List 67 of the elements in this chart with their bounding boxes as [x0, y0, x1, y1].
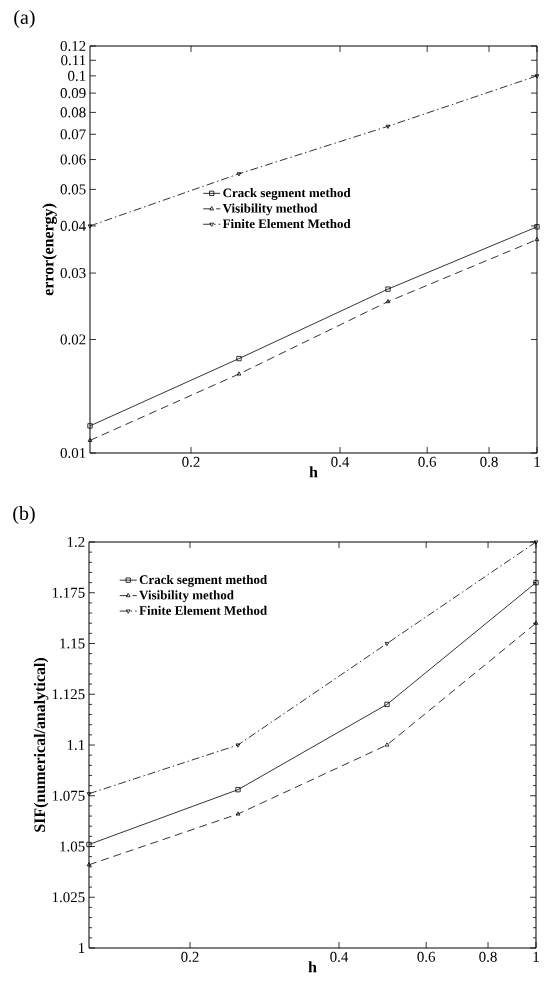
- point: [534, 224, 540, 230]
- point: [87, 224, 93, 229]
- point: [384, 701, 390, 707]
- point: [534, 237, 540, 242]
- point: [235, 787, 241, 793]
- y-tick-label: 0.12: [60, 40, 86, 52]
- point: [533, 580, 539, 586]
- point: [385, 299, 391, 304]
- y-tick-label: 0.09: [60, 88, 86, 99]
- y-tick-label: 1.175: [52, 587, 85, 598]
- x-tick-label: 0.2: [181, 951, 199, 962]
- y-tick-label: 1.2: [67, 536, 85, 548]
- point: [236, 355, 242, 362]
- x-tick-label: 0.2: [182, 456, 200, 467]
- y-tick-label: 1.075: [52, 790, 85, 801]
- legend-label: Visibility method: [222, 203, 318, 216]
- x-tick-label: 0.8: [480, 456, 498, 467]
- legend-label: Crack segment method: [223, 188, 351, 200]
- y-tick-label: 1.05: [60, 841, 85, 852]
- y-tick-label: 0.06: [60, 154, 86, 165]
- x-tick-label: 0.6: [417, 951, 436, 962]
- point: [86, 862, 92, 867]
- y-tick-label: 0.11: [61, 55, 86, 66]
- x-tick-label: 0.4: [330, 951, 349, 962]
- y-tick-label: 1: [79, 943, 85, 953]
- x-axis-title: h: [309, 466, 318, 478]
- x-tick-label: 0.4: [331, 456, 350, 467]
- y-tick-label: 0.04: [60, 220, 86, 232]
- y-tick-label: 0.03: [60, 267, 86, 279]
- x-tick-label: 0.6: [418, 456, 437, 467]
- point: [235, 743, 241, 748]
- point: [87, 423, 93, 429]
- point: [86, 841, 92, 848]
- point: [534, 74, 540, 79]
- y-tick-label: 0.07: [60, 129, 86, 140]
- point: [385, 286, 391, 292]
- x-tick-label: 1: [533, 951, 539, 962]
- chart-title: (b): [13, 506, 35, 525]
- y-axis-title: SIF(numerical/analytical): [33, 658, 49, 832]
- y-tick-label: 0.1: [68, 70, 86, 81]
- point: [235, 811, 241, 816]
- point: [87, 437, 93, 442]
- legend-label: Finite Element Method: [222, 219, 351, 229]
- legend-label: Visibility method: [139, 590, 234, 603]
- point: [236, 172, 242, 177]
- y-tick-label: 1.15: [60, 638, 85, 649]
- y-tick-label: 1.125: [52, 689, 85, 700]
- x-axis-title: h: [308, 961, 317, 973]
- legend-label: Crack segment method: [139, 574, 267, 587]
- y-tick-label: 0.02: [60, 334, 86, 345]
- y-tick-label: 0.01: [60, 447, 86, 459]
- point: [86, 792, 92, 797]
- y-tick-label: 0.05: [60, 184, 86, 195]
- y-axis-title: error(energy): [42, 203, 57, 296]
- x-tick-label: 1: [534, 456, 540, 467]
- point: [236, 371, 242, 376]
- legend-label: Finite Element Method: [139, 605, 268, 615]
- point: [533, 540, 539, 545]
- y-tick-label: 1.1: [67, 739, 85, 751]
- point: [533, 620, 539, 625]
- y-tick-label: 1.025: [52, 892, 85, 903]
- chart-title: (a): [14, 9, 35, 29]
- point: [384, 742, 390, 747]
- x-tick-label: 0.8: [479, 951, 497, 962]
- point: [384, 642, 390, 647]
- y-tick-label: 0.08: [60, 107, 86, 118]
- point: [385, 124, 391, 129]
